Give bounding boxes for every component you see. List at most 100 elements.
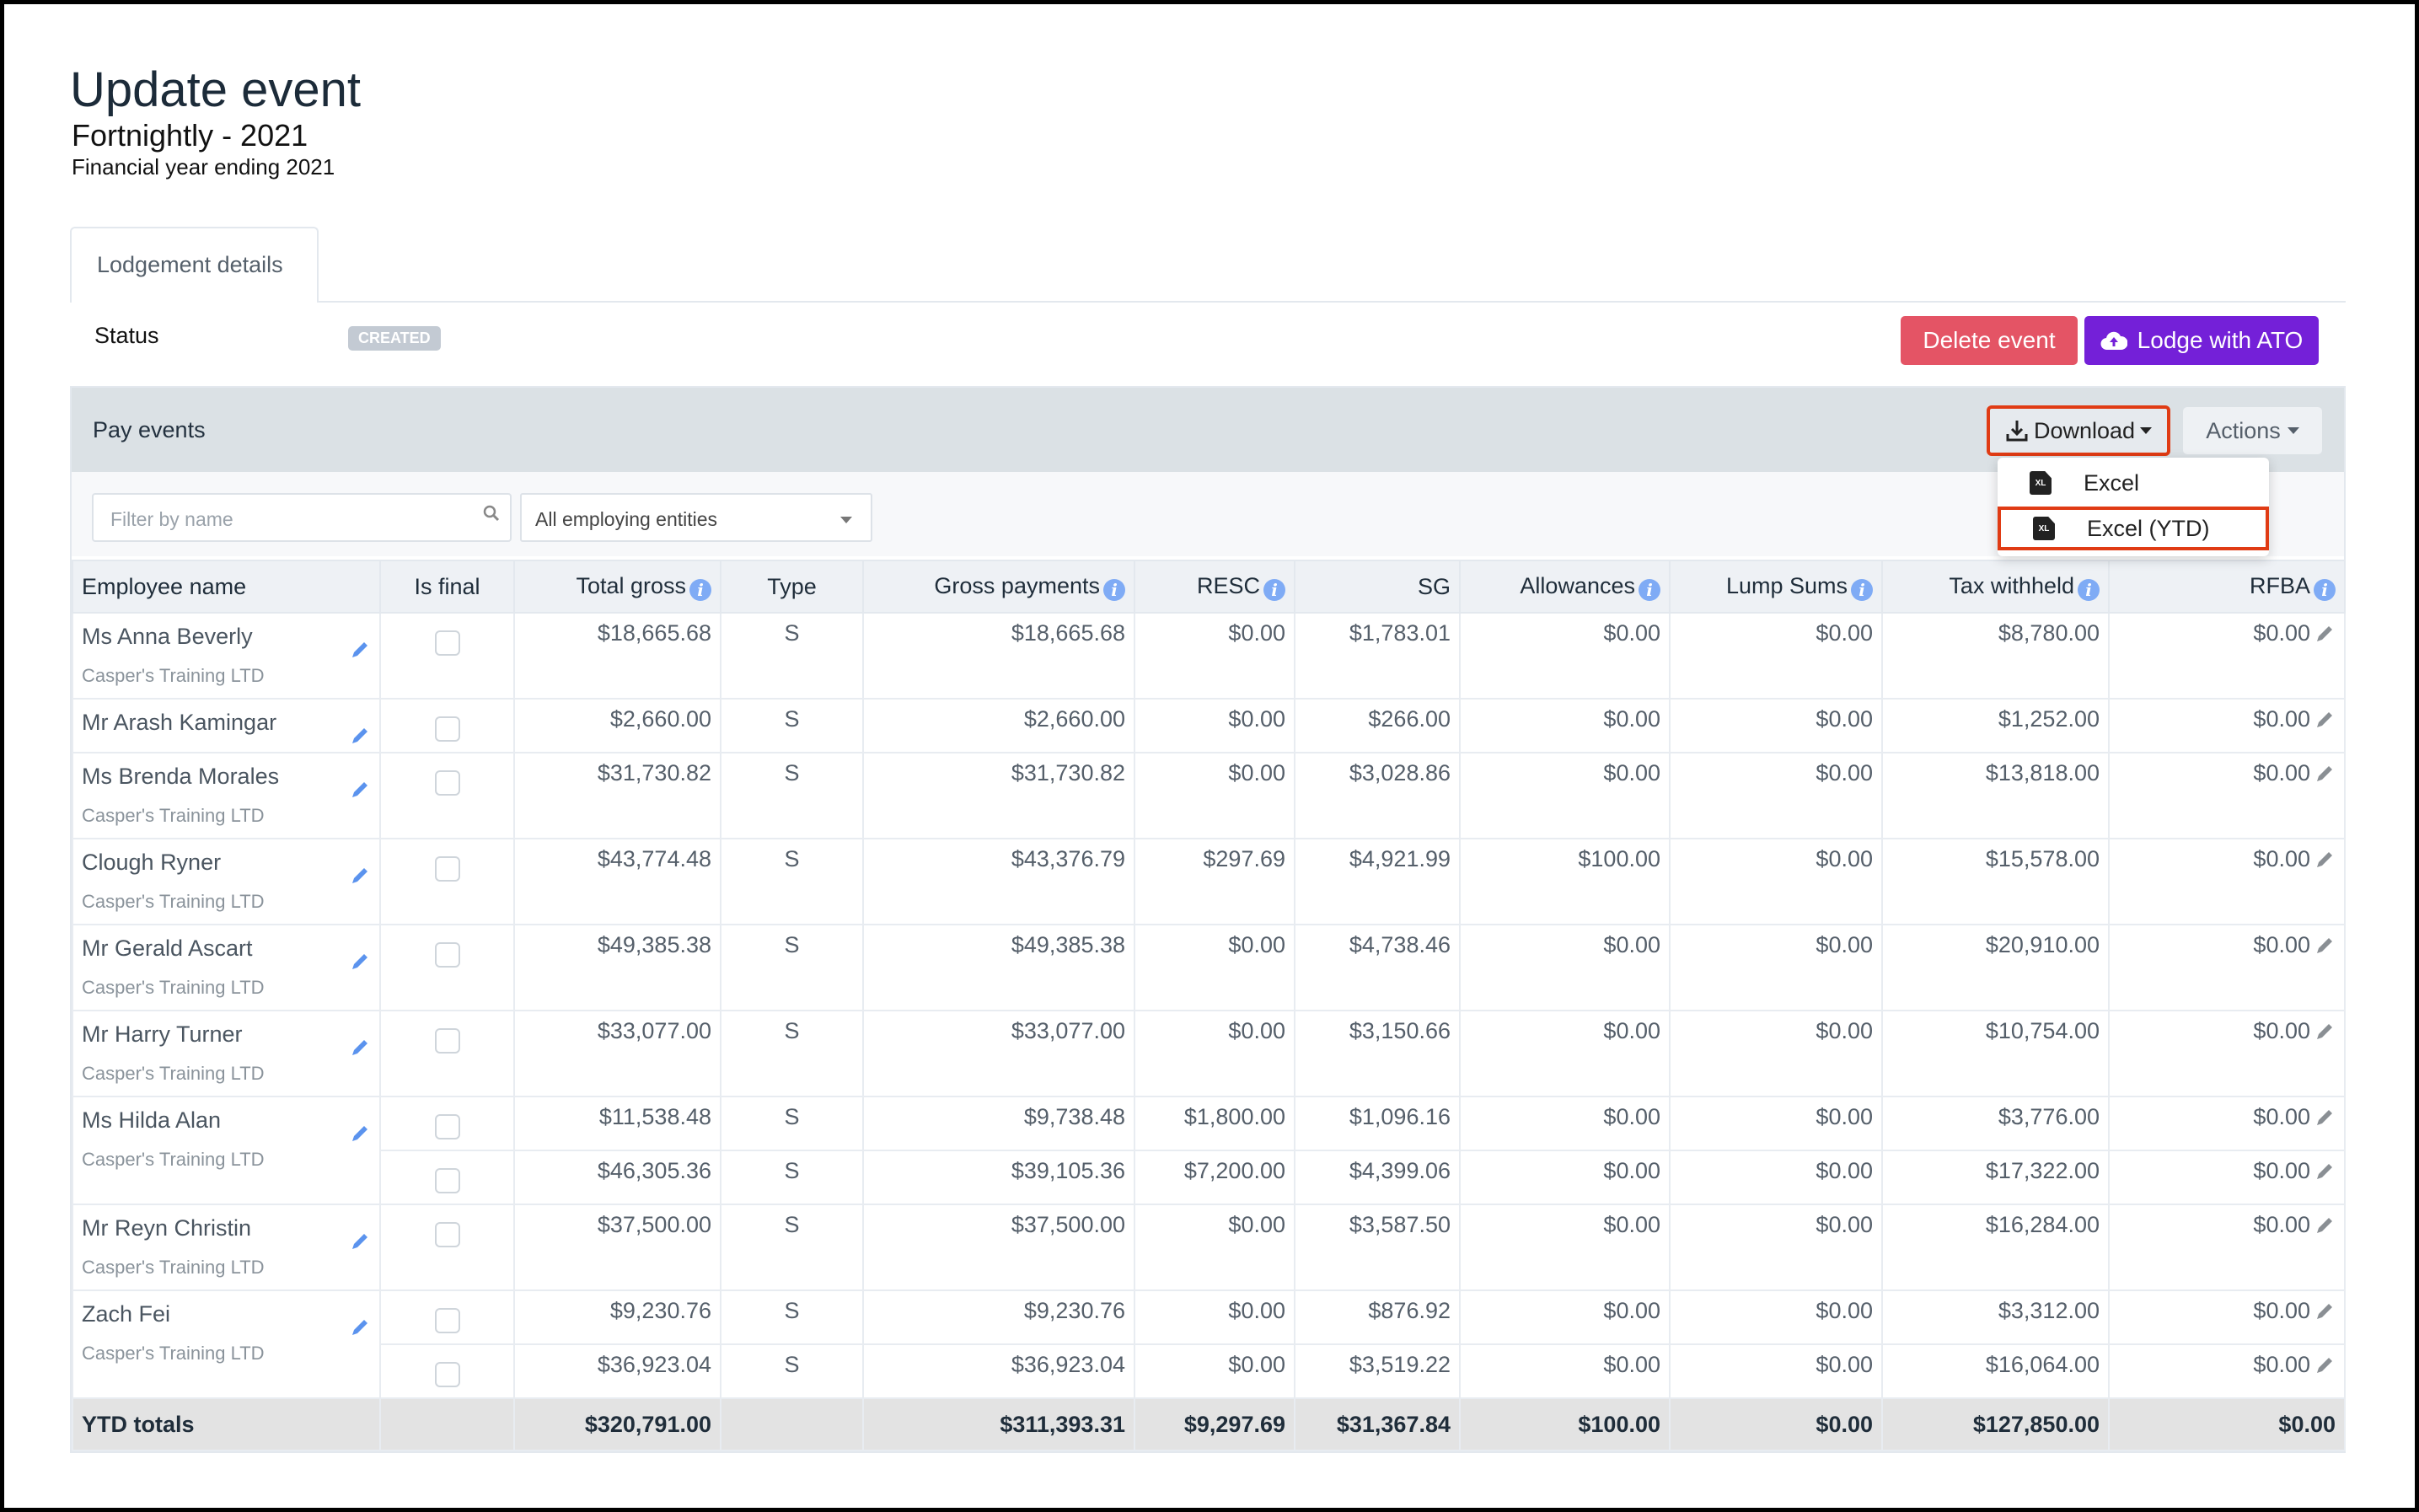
cell-value: S [784,1104,800,1129]
cell-value: $3,776.00 [1998,1104,2100,1129]
pencil-icon[interactable] [2314,623,2336,645]
cell: $36,923.04 [862,1343,1135,1399]
rfba-cell: $0.00 [2108,612,2346,700]
pencil-icon[interactable] [349,779,371,801]
column-label: SG [1417,573,1451,599]
pencil-icon[interactable] [349,1231,371,1252]
pencil-icon[interactable] [349,639,371,661]
delete-event-button[interactable]: Delete event [1901,316,2078,365]
cell-value: $3,028.86 [1349,760,1451,785]
edit-employee[interactable] [349,865,371,893]
cell-value: $0.00 [1228,1352,1285,1377]
column-label: RFBA [2249,572,2310,598]
column-header: Allowances i [1459,560,1671,614]
cell-value: $0.00 [1816,846,1873,871]
info-icon[interactable]: i [689,578,711,601]
pencil-icon[interactable] [2314,935,2336,957]
edit-employee[interactable] [349,639,371,667]
column-header: RESC i [1134,560,1295,614]
cell: $31,730.82 [513,752,721,839]
cell-value: S [784,1352,800,1377]
actions-label: Actions [2206,417,2281,443]
edit-employee[interactable] [349,951,371,979]
pencil-icon[interactable] [349,1316,371,1338]
info-icon[interactable]: i [1103,578,1125,601]
cell-value: $0.00 [1228,620,1285,646]
cell-value: $31,730.82 [1011,760,1125,785]
cell-value: S [784,760,800,785]
rfba-cell: $0.00 [2108,1343,2346,1399]
cell-value: $0.00 [1228,1212,1285,1237]
pencil-icon[interactable] [2314,1021,2336,1043]
is-final-cell [379,1204,515,1291]
is-final-checkbox[interactable] [434,1028,460,1054]
is-final-checkbox[interactable] [434,1168,460,1193]
edit-employee[interactable] [349,1037,371,1064]
pencil-icon[interactable] [2314,709,2336,731]
pencil-icon[interactable] [349,1123,371,1145]
employing-entity-select[interactable]: All employing entities [520,493,872,542]
edit-employee[interactable] [349,1123,371,1150]
cell-value: $18,665.68 [1011,620,1125,646]
tab-lodgement-details[interactable]: Lodgement details [70,227,319,303]
cell-value: $1,252.00 [1998,706,2100,732]
cell: S [720,1204,864,1291]
info-icon[interactable]: i [1639,578,1660,601]
cell: $3,776.00 [1881,1096,2110,1151]
pencil-icon[interactable] [349,1037,371,1059]
info-icon[interactable]: i [1851,578,1873,601]
pencil-icon[interactable] [2314,1214,2336,1236]
is-final-checkbox[interactable] [434,1362,460,1387]
pencil-icon[interactable] [2314,1354,2336,1376]
pencil-icon[interactable] [2314,1300,2336,1322]
edit-employee[interactable] [349,1231,371,1258]
pencil-icon[interactable] [2314,1161,2336,1182]
cell: $31,730.82 [862,752,1135,839]
is-final-checkbox[interactable] [434,770,460,796]
cell-value: $43,376.79 [1011,846,1125,871]
cell-value: $0.00 [2253,1352,2310,1377]
is-final-checkbox[interactable] [434,716,460,742]
filter-by-name-input[interactable]: Filter by name [92,493,512,542]
actions-button[interactable]: Actions [2183,407,2322,454]
menu-item-excel-ytd[interactable]: XL Excel (YTD) [1998,507,2269,550]
cell-value: $3,519.22 [1349,1352,1451,1377]
edit-employee[interactable] [349,779,371,807]
employee-name: Ms Anna Beverly [82,624,253,649]
cell-value: $0.00 [2253,760,2310,785]
employee-cell: Mr Arash Kamingar [72,698,381,753]
employing-entity: Casper's Training LTD [82,1343,265,1364]
info-icon[interactable]: i [2314,578,2336,601]
is-final-checkbox[interactable] [434,630,460,656]
cell: $297.69 [1134,838,1295,925]
is-final-checkbox[interactable] [434,1114,460,1139]
pencil-icon[interactable] [2314,763,2336,785]
cell-value: $0.00 [1816,1018,1873,1043]
cell: $20,910.00 [1881,924,2110,1011]
total-cell [720,1397,864,1451]
employee-name: Zach Fei [82,1301,171,1327]
cell: $0.00 [1459,924,1671,1011]
cell-value: S [784,706,800,732]
is-final-checkbox[interactable] [434,1222,460,1247]
info-icon[interactable]: i [1263,578,1285,601]
employee-cell: Clough Ryner Casper's Training LTD [72,838,381,925]
pencil-icon[interactable] [349,951,371,973]
pencil-icon[interactable] [2314,1107,2336,1129]
edit-employee[interactable] [349,725,371,753]
edit-employee[interactable] [349,1316,371,1344]
pencil-icon[interactable] [2314,849,2336,871]
cell: $0.00 [1134,924,1295,1011]
lodge-with-ato-button[interactable]: Lodge with ATO [2084,316,2319,365]
is-final-checkbox[interactable] [434,856,460,882]
cell: $0.00 [1134,698,1295,753]
menu-item-excel[interactable]: XL Excel [1998,461,2269,505]
info-icon[interactable]: i [2078,578,2100,601]
is-final-checkbox[interactable] [434,1308,460,1333]
pencil-icon[interactable] [349,725,371,747]
pencil-icon[interactable] [349,865,371,887]
cell: $0.00 [1134,1204,1295,1291]
cell-value: $3,312.00 [1998,1298,2100,1323]
is-final-checkbox[interactable] [434,942,460,968]
download-button[interactable]: Download [1987,405,2170,456]
